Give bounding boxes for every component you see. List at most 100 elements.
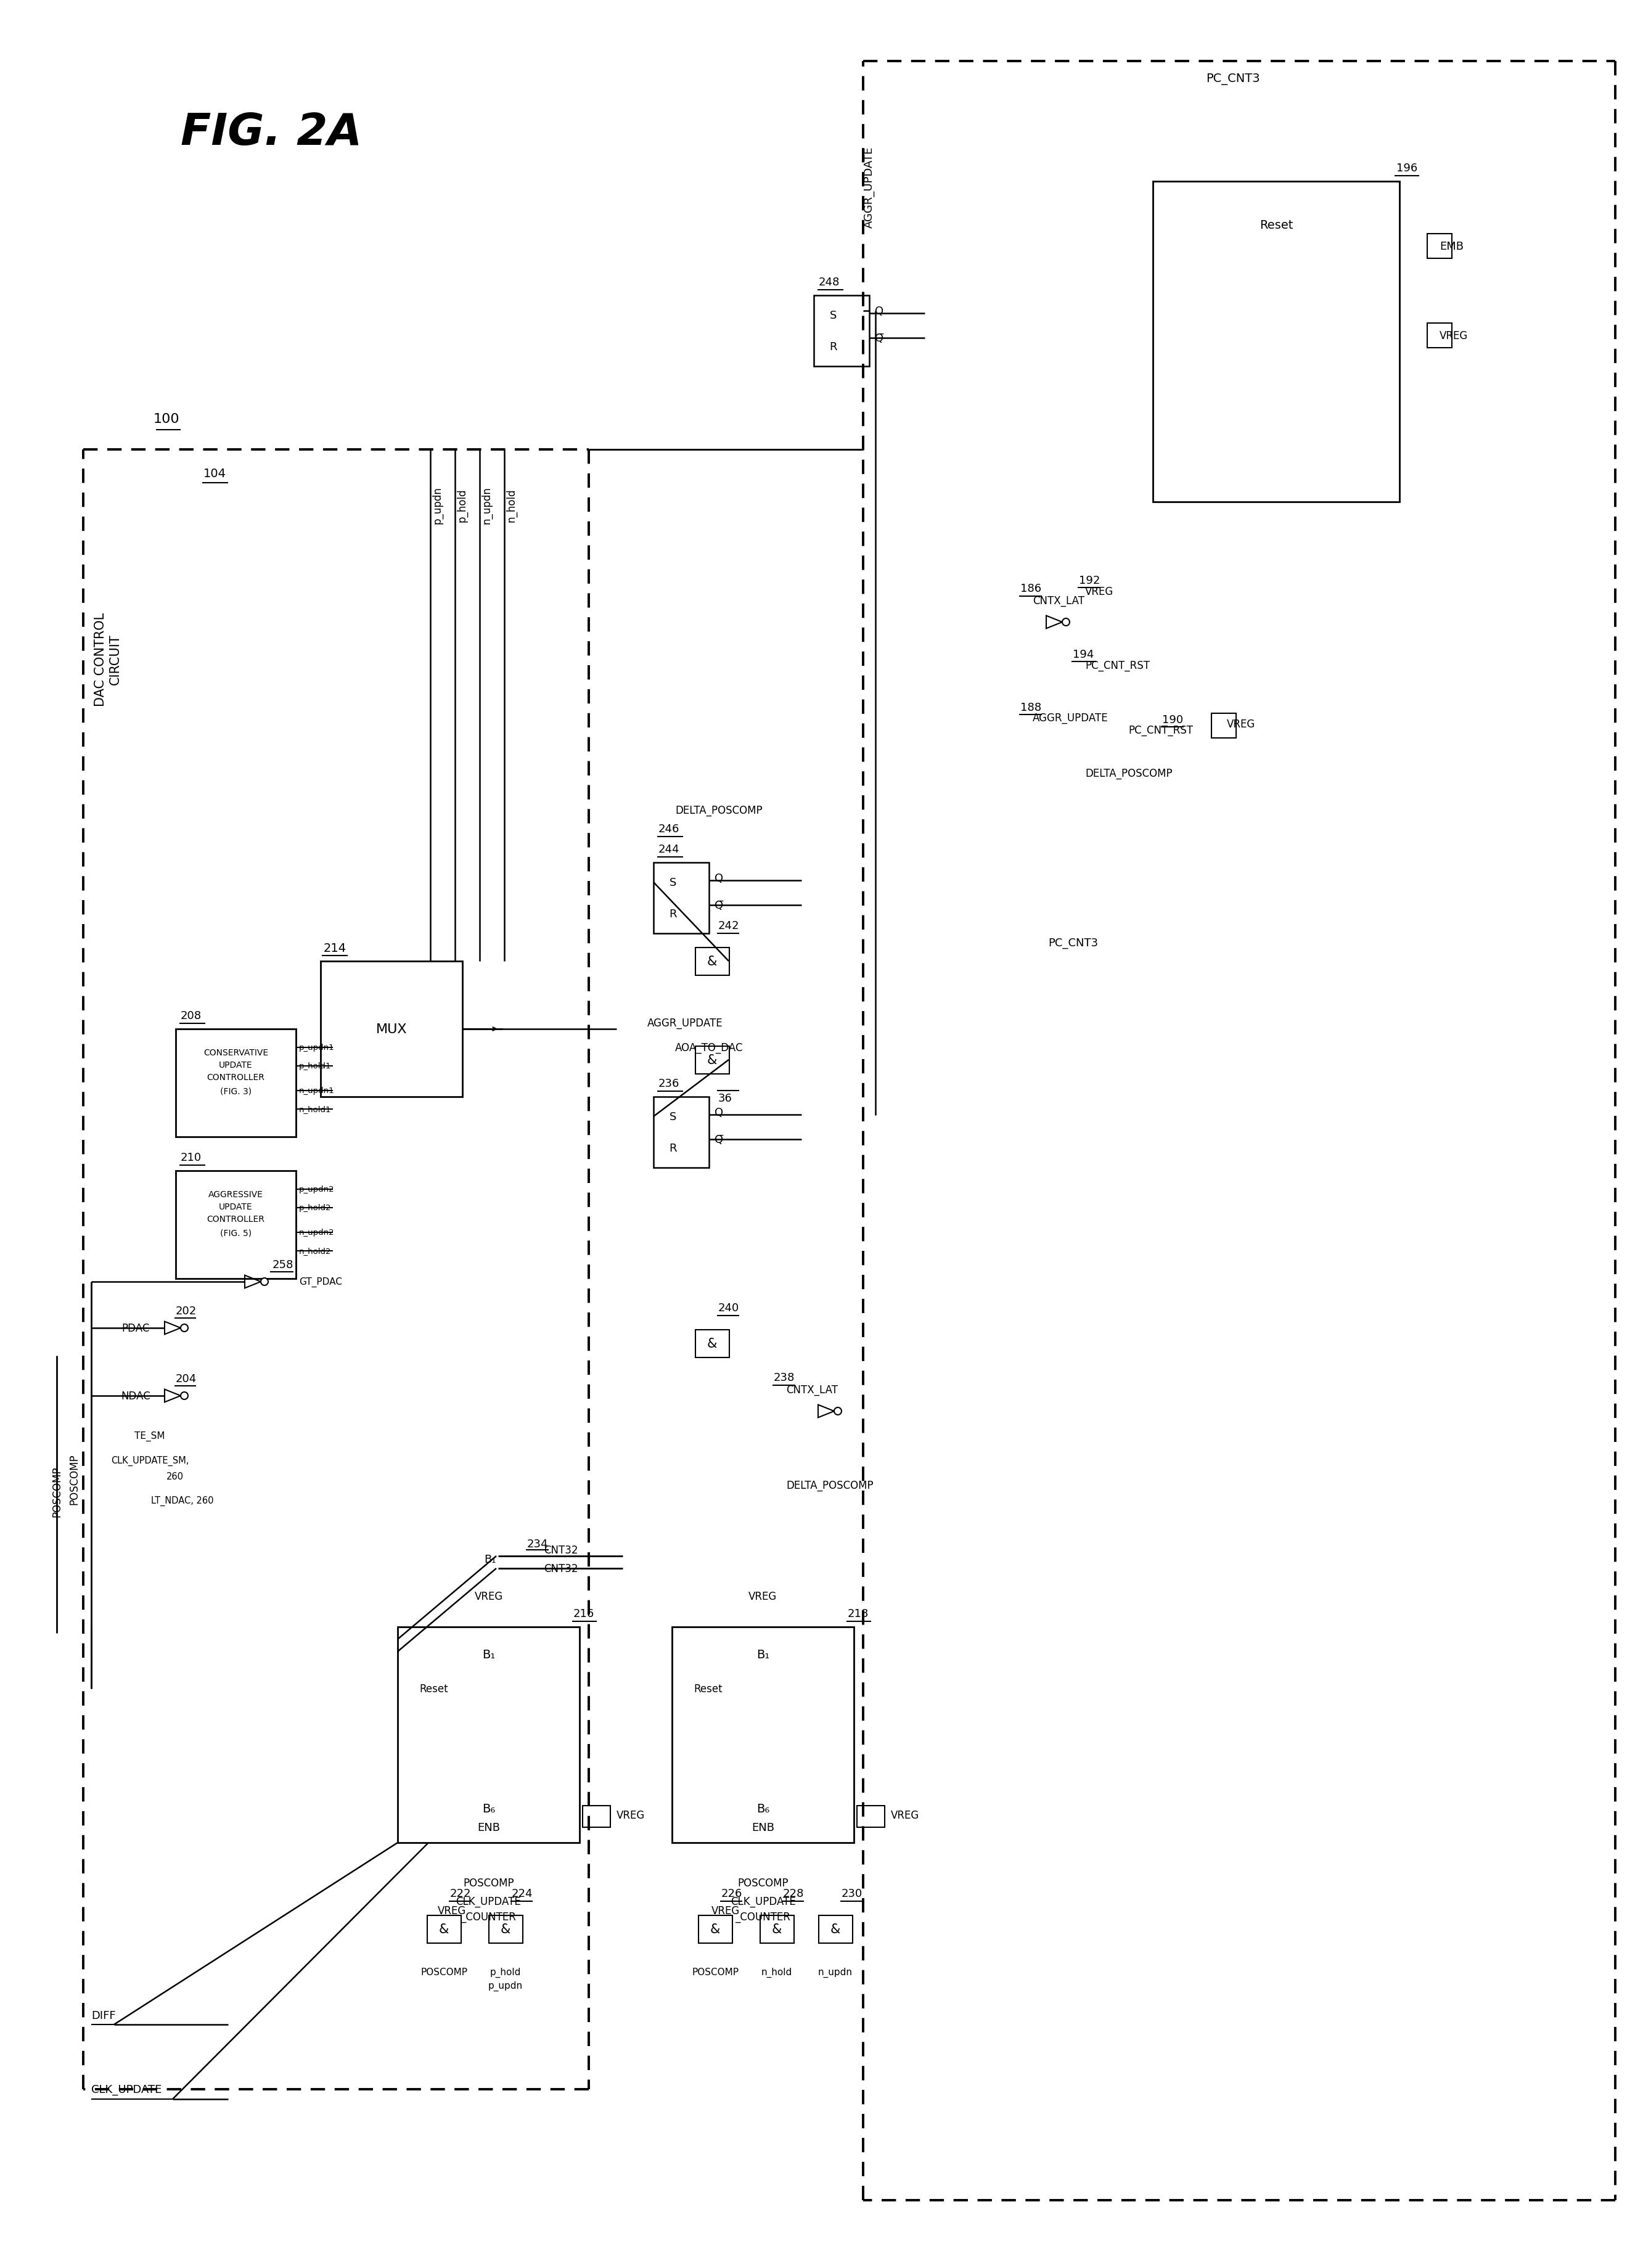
Bar [813,295,869,367]
Text: Q̅: Q̅ [874,333,884,345]
Text: AGGR_UPDATE: AGGR_UPDATE [647,1018,723,1030]
Text: 222: 222 [450,1887,472,1898]
Text: 208: 208 [181,1009,202,1021]
Bar [695,1046,729,1075]
Bar [398,1626,580,1844]
Text: (FIG. 3): (FIG. 3) [220,1086,251,1095]
Text: 224: 224 [511,1887,532,1898]
Text: CONTROLLER: CONTROLLER [207,1073,265,1082]
Text: n_hold2: n_hold2 [299,1247,332,1254]
Text: DELTA_POSCOMP: DELTA_POSCOMP [1084,769,1173,778]
Text: CLK_UPDATE_SM,: CLK_UPDATE_SM, [112,1456,189,1465]
Bar [654,862,710,934]
Text: S: S [669,1111,677,1123]
Text: p_updn2: p_updn2 [299,1186,335,1193]
Text: AGGR_UPDATE: AGGR_UPDATE [864,147,874,229]
Bar [176,1030,296,1136]
Text: CNT32: CNT32 [544,1563,578,1574]
Text: CLK_UPDATE: CLK_UPDATE [731,1896,795,1907]
Text: B₁: B₁ [481,1649,495,1660]
Text: VREG: VREG [1439,331,1469,342]
Text: PC_CNT_RST: PC_CNT_RST [1084,660,1150,671]
Text: 258: 258 [273,1259,294,1270]
Bar [1428,324,1452,349]
Text: VREG: VREG [616,1810,646,1821]
Bar [488,1914,522,1944]
Bar [759,1914,794,1944]
Text: 260: 260 [166,1472,184,1481]
Text: MUX: MUX [376,1023,407,1036]
Text: &: & [710,1923,720,1935]
Text: p_hold2: p_hold2 [299,1204,332,1211]
Text: p_hold: p_hold [457,488,468,522]
Text: 214: 214 [324,941,347,955]
Bar [698,1914,733,1944]
Text: CNT32: CNT32 [544,1545,578,1556]
Text: p_updn: p_updn [488,1980,522,1991]
Text: VREG: VREG [1227,719,1255,730]
Text: LT_NDAC, 260: LT_NDAC, 260 [151,1495,214,1506]
Text: p_updn1: p_updn1 [299,1043,335,1052]
Bar [583,1805,610,1828]
Bar [176,1170,296,1279]
Text: CNTX_LAT: CNTX_LAT [785,1383,838,1395]
Text: VREG: VREG [1084,585,1114,596]
Text: POSCOMP: POSCOMP [69,1454,79,1504]
Text: PC_CNT_RST: PC_CNT_RST [1129,726,1193,735]
Bar [695,1329,729,1359]
Text: FIG. 2A: FIG. 2A [181,111,361,154]
Text: Q: Q [715,1107,723,1118]
Text: n_updn1: n_updn1 [299,1086,335,1095]
Text: VREG: VREG [711,1905,741,1916]
Text: 216: 216 [573,1608,595,1619]
Text: PDAC: PDAC [122,1322,150,1334]
Text: p_hold1: p_hold1 [299,1061,332,1070]
Text: CONSERVATIVE: CONSERVATIVE [204,1048,268,1057]
Bar [818,1914,853,1944]
Text: n_hold: n_hold [761,1966,792,1978]
Text: Q: Q [874,306,884,318]
Text: ENB: ENB [751,1821,774,1833]
Text: POSCOMP: POSCOMP [738,1878,789,1889]
Text: 204: 204 [176,1372,197,1383]
Text: 210: 210 [181,1152,202,1163]
Text: Reset: Reset [1260,220,1293,231]
Circle shape [1063,619,1070,626]
Text: 226: 226 [721,1887,743,1898]
Text: 100: 100 [153,413,179,426]
Text: _COUNTER: _COUNTER [734,1912,790,1923]
Text: PC_CNT3: PC_CNT3 [1206,73,1260,84]
Text: AGGR_UPDATE: AGGR_UPDATE [1033,712,1109,723]
Text: VREG: VREG [891,1810,920,1821]
Text: 244: 244 [659,844,680,855]
Bar [1428,234,1452,259]
Text: Reset: Reset [693,1683,723,1694]
Text: UPDATE: UPDATE [219,1202,253,1211]
Text: VREG: VREG [749,1590,777,1601]
Text: n_updn: n_updn [818,1966,853,1978]
Bar [654,1098,710,1168]
Text: 246: 246 [659,823,680,835]
Text: B₁: B₁ [485,1554,496,1565]
Text: p_updn: p_updn [432,488,444,524]
Text: (FIG. 5): (FIG. 5) [220,1229,251,1236]
Text: VREG: VREG [437,1905,467,1916]
Text: EMB: EMB [1439,240,1464,252]
Text: 186: 186 [1020,583,1042,594]
Bar [695,948,729,975]
Text: R: R [830,340,836,352]
Text: Q̅: Q̅ [715,900,723,912]
Text: R: R [669,1143,677,1154]
Text: PC_CNT3: PC_CNT3 [1048,937,1098,948]
Text: p_hold: p_hold [490,1966,521,1978]
Text: POSCOMP: POSCOMP [421,1969,467,1978]
Text: Reset: Reset [419,1683,449,1694]
Text: AGGRESSIVE: AGGRESSIVE [209,1191,263,1200]
Text: DELTA_POSCOMP: DELTA_POSCOMP [785,1479,874,1490]
Text: 196: 196 [1397,163,1418,175]
Circle shape [835,1408,841,1415]
Text: ENB: ENB [476,1821,499,1833]
Bar [1153,181,1400,501]
Text: 242: 242 [718,921,739,932]
Text: CLK_UPDATE: CLK_UPDATE [92,2084,161,2096]
